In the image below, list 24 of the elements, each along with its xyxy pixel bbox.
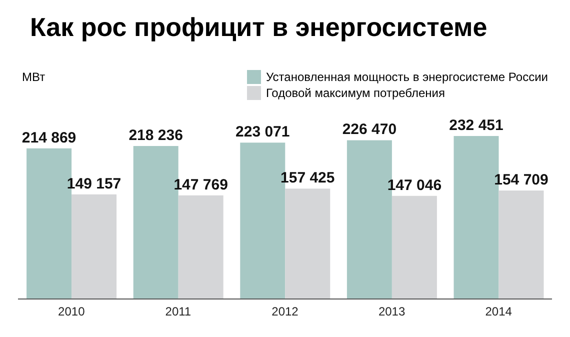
data-label: 218 236 bbox=[128, 126, 183, 144]
x-tick-label: 2010 bbox=[58, 304, 86, 319]
legend-label: Установленная мощность в энергосистеме России bbox=[266, 70, 548, 84]
x-tick-label: 2013 bbox=[378, 304, 406, 319]
data-label: 157 425 bbox=[280, 170, 335, 187]
y-axis-title: МВт bbox=[22, 70, 46, 84]
data-label: 223 071 bbox=[236, 124, 290, 141]
data-label: 147 046 bbox=[387, 176, 442, 194]
legend-label: Годовой максимум потребления bbox=[266, 86, 446, 100]
x-tick-label: 2012 bbox=[272, 304, 299, 319]
x-tick-label: 2014 bbox=[485, 304, 512, 319]
bar bbox=[498, 190, 544, 299]
data-label: 147 769 bbox=[174, 176, 228, 194]
bar bbox=[178, 195, 224, 299]
data-label: 226 470 bbox=[342, 121, 397, 138]
bar bbox=[392, 196, 437, 299]
data-label: 232 451 bbox=[449, 117, 504, 134]
bar bbox=[72, 194, 117, 299]
data-label: 154 709 bbox=[494, 172, 548, 189]
bar bbox=[285, 188, 330, 299]
chart-title: Как рос профицит в энергосистеме bbox=[29, 11, 488, 44]
x-tick-label: 2011 bbox=[165, 304, 192, 319]
data-label: 149 157 bbox=[66, 175, 122, 192]
data-label: 214 869 bbox=[22, 129, 76, 146]
